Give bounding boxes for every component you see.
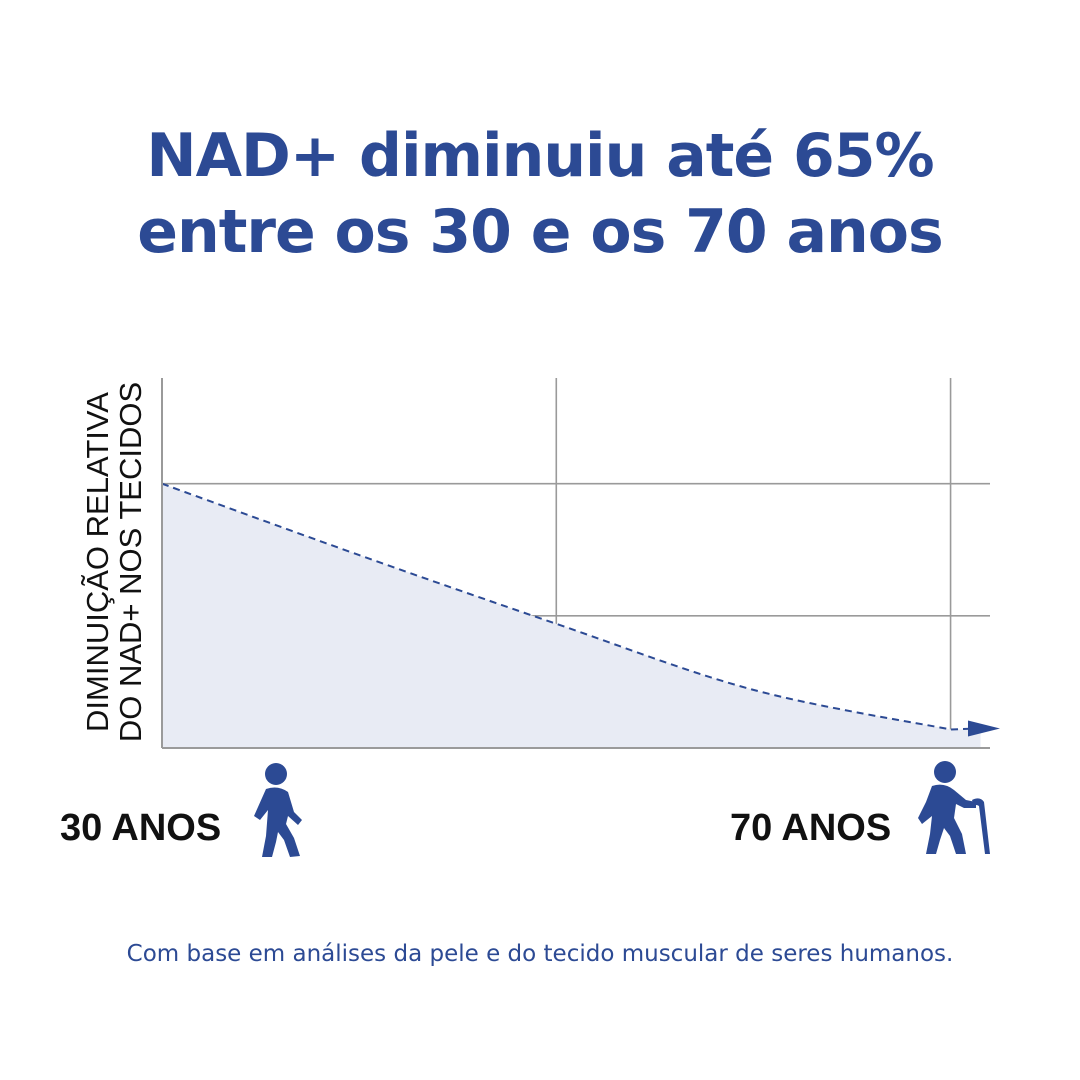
elderly-with-cane-icon [918,761,990,854]
series-line [161,482,979,731]
title-line-1: NAD+ diminuiu até 65% [146,121,934,191]
y-axis-label-line-1: DIMINUIÇÃO RELATIVA [80,392,115,732]
x-label-start: 30 ANOS [60,807,222,849]
y-axis-label: DIMINUIÇÃO RELATIVA DO NAD+ NOS TECIDOS [80,382,148,742]
title-line-2: entre os 30 e os 70 anos [137,197,943,267]
x-label-end: 70 ANOS [730,807,892,849]
arrow-head [968,720,1000,737]
walking-adult-icon [254,763,302,857]
area-fill [162,483,981,748]
chart-title: NAD+ diminuiu até 65% entre os 30 e os 7… [0,118,1080,270]
source-footnote: Com base em análises da pele e do tecido… [126,941,954,967]
y-axis-label-line-2: DO NAD+ NOS TECIDOS [113,382,148,742]
chart-axes [161,378,990,749]
